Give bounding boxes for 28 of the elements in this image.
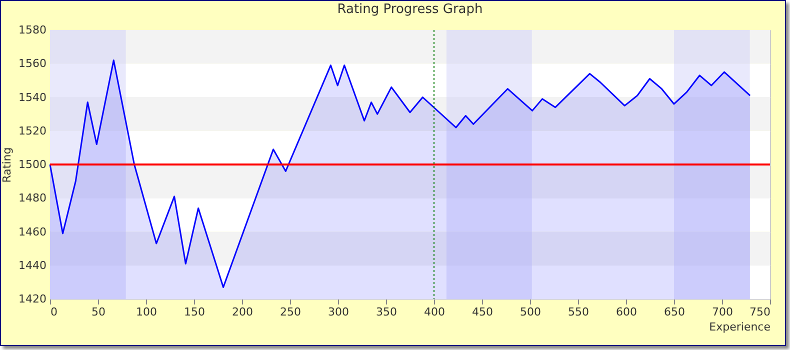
y-tick-label: 1420 xyxy=(18,292,46,306)
chart-title: Rating Progress Graph xyxy=(337,2,483,17)
y-tick-label: 1500 xyxy=(18,158,46,171)
x-tick-label: 600 xyxy=(616,306,637,318)
y-tick-label: 1580 xyxy=(18,24,46,36)
y-tick-label: 1460 xyxy=(18,225,46,238)
x-tick-label: 0 xyxy=(50,306,58,318)
x-tick-label: 350 xyxy=(376,306,397,318)
y-axis-title: Rating xyxy=(0,147,14,183)
x-tick-label: 750 xyxy=(750,306,770,318)
x-tick-label: 100 xyxy=(136,306,157,318)
x-tick-label: 550 xyxy=(568,306,589,318)
x-tick-label: 250 xyxy=(280,306,301,318)
y-tick-label: 1440 xyxy=(18,258,46,272)
x-tick-label: 150 xyxy=(184,306,205,318)
y-tick-label: 1560 xyxy=(18,57,46,70)
y-tick-label: 1520 xyxy=(18,124,46,138)
x-tick-label: 50 xyxy=(92,306,106,318)
x-tick-label: 450 xyxy=(472,306,493,318)
y-tick-label: 1540 xyxy=(18,90,46,104)
x-tick-label: 400 xyxy=(424,306,445,318)
y-tick-label: 1480 xyxy=(18,192,46,205)
x-tick-label: 650 xyxy=(664,306,685,318)
x-tick-label: 300 xyxy=(328,306,349,318)
x-tick-label: 200 xyxy=(232,306,253,318)
x-tick-label: 500 xyxy=(520,306,541,318)
x-tick-label: 700 xyxy=(712,306,733,318)
x-axis-title: Experience xyxy=(709,320,771,334)
